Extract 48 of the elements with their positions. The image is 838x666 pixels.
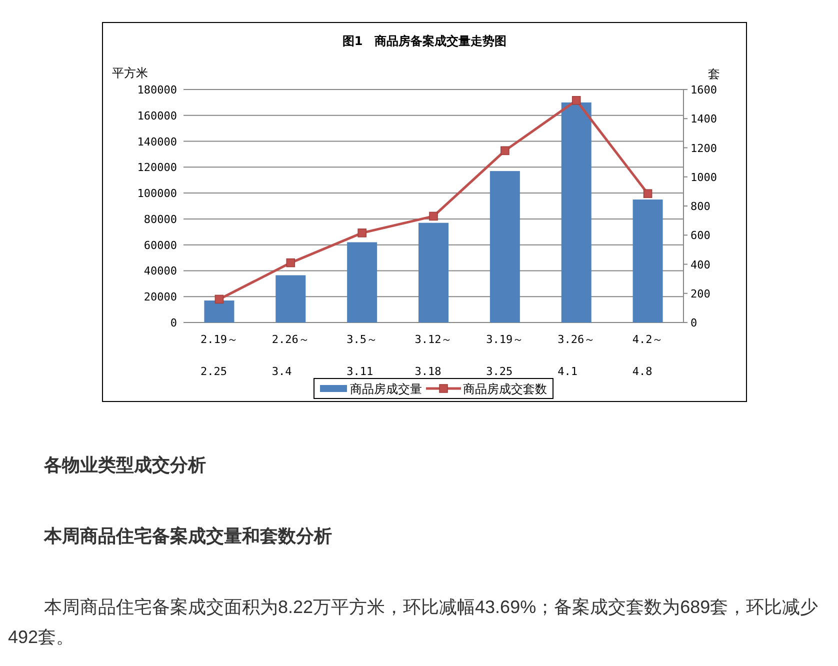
y2-tick-label: 1000	[690, 170, 717, 184]
y-tick-label: 60000	[144, 238, 177, 252]
point	[429, 212, 438, 221]
bar	[490, 171, 520, 322]
text: 本周商品住宅备案成交量和套数分析	[44, 525, 332, 548]
y-tick-label: 100000	[137, 187, 177, 200]
y-tick-label: 20000	[144, 290, 177, 304]
y2-tick-label: 1600	[690, 84, 717, 96]
y-axis-title: 平方米	[112, 66, 148, 80]
category-label: 3.12～ 3.18	[414, 333, 452, 378]
y2-tick-label: 1400	[690, 112, 717, 126]
y-tick-label: 80000	[144, 212, 177, 226]
text: 本周商品住宅备案成交面积为8.22万平方米，环比减幅43.69%；备案成交套数为689套，环比减少492套。	[8, 596, 820, 649]
y-tick-label: 180000	[137, 84, 177, 96]
bar	[204, 300, 234, 322]
legend-label: 商品房成交量	[350, 382, 422, 396]
legend-label: 商品房成交套数	[463, 382, 547, 396]
category-label: 2.26～ 3.4	[272, 333, 310, 378]
y2-tick-label: 800	[690, 200, 710, 213]
point	[643, 189, 652, 198]
point	[500, 146, 510, 156]
y2-tick-label: 400	[690, 258, 710, 272]
y2-tick-label: 1200	[690, 142, 717, 155]
y2-tick-label: 0	[690, 316, 698, 330]
point	[286, 258, 296, 268]
chart-title: 图1 商品房备案成交量走势图	[342, 34, 507, 48]
y2-axis-title: 套	[708, 67, 720, 81]
category-label: 2.19～ 2.25	[200, 333, 238, 378]
y2-tick-label: 200	[690, 287, 710, 300]
point	[214, 294, 224, 304]
point	[358, 228, 366, 238]
y-tick-label: 160000	[137, 109, 177, 122]
bar	[418, 222, 448, 322]
bar	[276, 275, 306, 322]
bar	[347, 242, 378, 322]
y-tick-label: 140000	[137, 135, 177, 148]
y2-tick-label: 600	[690, 229, 710, 242]
text: 各物业类型成交分析	[44, 454, 206, 477]
y-tick-label: 0	[170, 316, 177, 330]
point	[572, 96, 581, 105]
bar	[561, 102, 592, 322]
y-tick-label: 120000	[137, 161, 177, 174]
category-label: 3.5～ 3.11	[346, 333, 378, 378]
bar	[632, 200, 663, 322]
y-tick-label: 40000	[144, 264, 177, 278]
category-label: 3.26～ 4.1	[558, 333, 596, 378]
category-label: 3.19～ 3.25	[486, 333, 524, 378]
category-label: 4.2～ 4.8	[632, 333, 664, 378]
